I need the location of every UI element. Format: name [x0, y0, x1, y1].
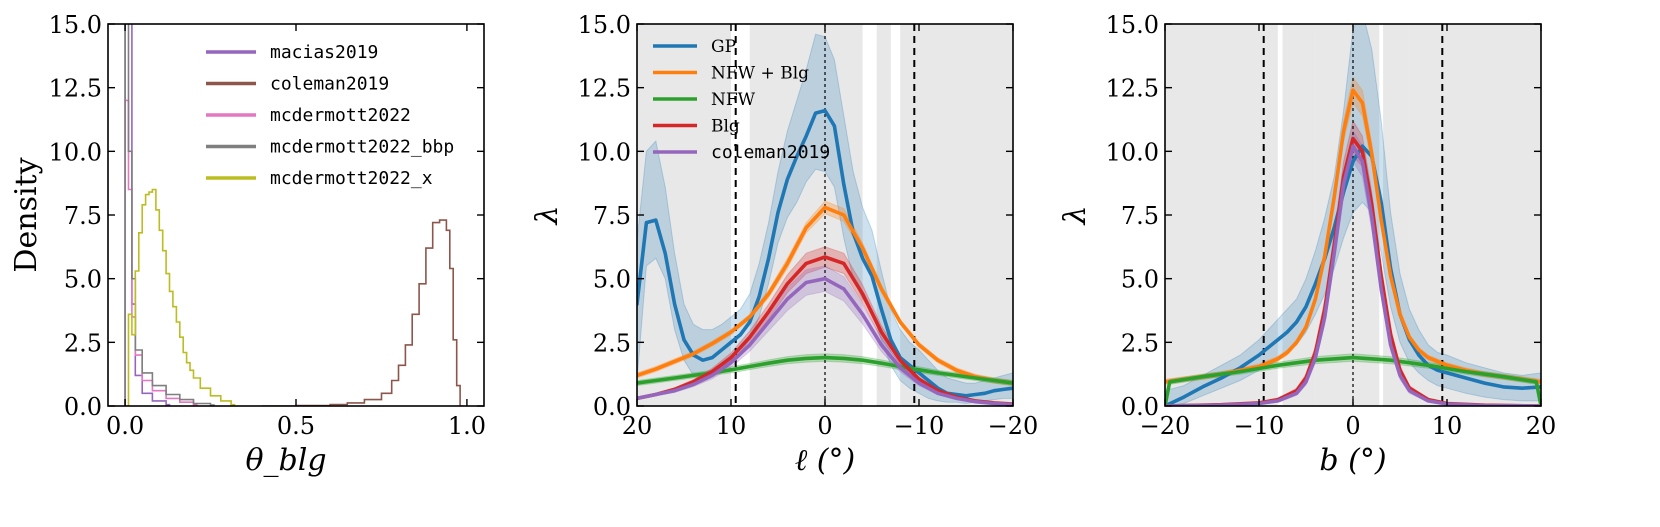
series-line-nfw: [637, 355, 1013, 385]
legend: macias2019 coleman2019 mcdermott2022 mcderm…: [206, 42, 454, 189]
plot-area: [1165, 24, 1541, 406]
y-tick-label: 5.0: [64, 266, 102, 294]
y-tick-label: 15.0: [578, 11, 631, 39]
y-tick-label: 0.0: [593, 393, 631, 421]
y-tick-label: 2.5: [64, 329, 102, 357]
x-axis-label: b (°): [1319, 443, 1386, 478]
y-tick-label: 2.5: [593, 329, 631, 357]
x-tick-label: 0.0: [106, 412, 144, 440]
y-tick-label: 15.0: [49, 11, 102, 39]
y-tick-label: 12.5: [1106, 75, 1159, 103]
x-tick-label: 0: [1345, 412, 1360, 440]
x-tick-label: 0.5: [277, 412, 315, 440]
legend-label-coleman2019: coleman2019: [711, 142, 830, 163]
x-axis-label: ℓ (°): [795, 443, 855, 478]
x-tick-label: 20: [1526, 412, 1557, 440]
plot-area: [637, 24, 1013, 406]
y-tick-label: 10.0: [49, 138, 102, 166]
y-tick-label: 7.5: [593, 202, 631, 230]
x-tick-label: 10: [716, 412, 747, 440]
y-axis-label: λ: [1058, 205, 1093, 225]
x-tick-label: −10: [1234, 412, 1285, 440]
panel-lambda-vs-b: −20 −10 0 10 20 0.0 2.5 5.0 7.5 10.0 12.5 15.0 b (°)…: [1058, 11, 1556, 478]
y-tick-label: 7.5: [1121, 202, 1159, 230]
series-line-coleman2019: [261, 219, 464, 406]
x-tick-label: 20: [622, 412, 653, 440]
y-tick-label: 5.0: [1121, 266, 1159, 294]
series-line-mcdermott2022: [124, 99, 198, 406]
masked-band: [1383, 24, 1410, 406]
legend-label-nfw: NFW: [711, 90, 756, 110]
y-tick-label: 15.0: [1106, 11, 1159, 39]
series-line-gp: [1165, 144, 1541, 406]
legend-label-macias2019: macias2019: [270, 42, 378, 63]
series-line-mcdermott2022-bbp: [124, 24, 215, 406]
masked-band: [1409, 24, 1541, 406]
x-tick-label: −20: [1140, 412, 1191, 440]
y-tick-label: 10.0: [578, 138, 631, 166]
legend-label-coleman2019: coleman2019: [270, 74, 389, 95]
legend-label-mcdermott2022: mcdermott2022: [270, 105, 411, 126]
legend-label-mcdermott2022-bbp: mcdermott2022_bbp: [270, 137, 454, 158]
legend: GP NFW + Blg NFW Blg coleman2019: [653, 37, 830, 163]
x-tick-label: −10: [894, 412, 945, 440]
x-axis-label: θ_blg: [245, 443, 326, 478]
y-tick-label: 5.0: [593, 266, 631, 294]
y-axis-label: Density: [9, 157, 44, 272]
y-axis-label: λ: [530, 205, 565, 225]
series-line-macias2019: [124, 24, 171, 406]
y-tick-label: 12.5: [49, 75, 102, 103]
x-tick-label: 1.0: [448, 412, 486, 440]
masked-band: [1165, 24, 1278, 406]
legend-label-blg: Blg: [711, 117, 740, 137]
plot-area: [124, 24, 464, 406]
series-line-coleman2019: [637, 276, 1013, 406]
y-tick-label: 0.0: [1121, 393, 1159, 421]
panel-lambda-vs-l: 20 10 0 −10 −20 0.0 2.5 5.0 7.5 10.0 12.5 15.0 ℓ (°)…: [530, 11, 1038, 478]
legend-label-mcdermott2022-x: mcdermott2022_x: [270, 168, 433, 189]
series-line-coleman2019: [1165, 144, 1541, 406]
y-tick-label: 12.5: [578, 75, 631, 103]
series-line-nfw-blg: [637, 205, 1013, 385]
panel-theta-blg-density: 0.0 0.5 1.0 0.0 2.5 5.0 7.5 10.0 12.5 15.0 θ_blg De…: [9, 11, 486, 478]
y-tick-label: 0.0: [64, 393, 102, 421]
masked-band: [1315, 24, 1380, 406]
masked-band: [1282, 24, 1316, 406]
series-line-nfw: [1165, 355, 1541, 406]
legend-label-gp: GP: [711, 37, 736, 57]
x-tick-label: −20: [988, 412, 1039, 440]
x-tick-label: 10: [1432, 412, 1463, 440]
y-tick-label: 10.0: [1106, 138, 1159, 166]
series-line-mcdermott2022-x: [125, 188, 236, 406]
y-tick-label: 7.5: [64, 202, 102, 230]
legend-label-nfw-blg: NFW + Blg: [711, 64, 809, 84]
y-tick-label: 2.5: [1121, 329, 1159, 357]
x-tick-label: 0: [817, 412, 832, 440]
